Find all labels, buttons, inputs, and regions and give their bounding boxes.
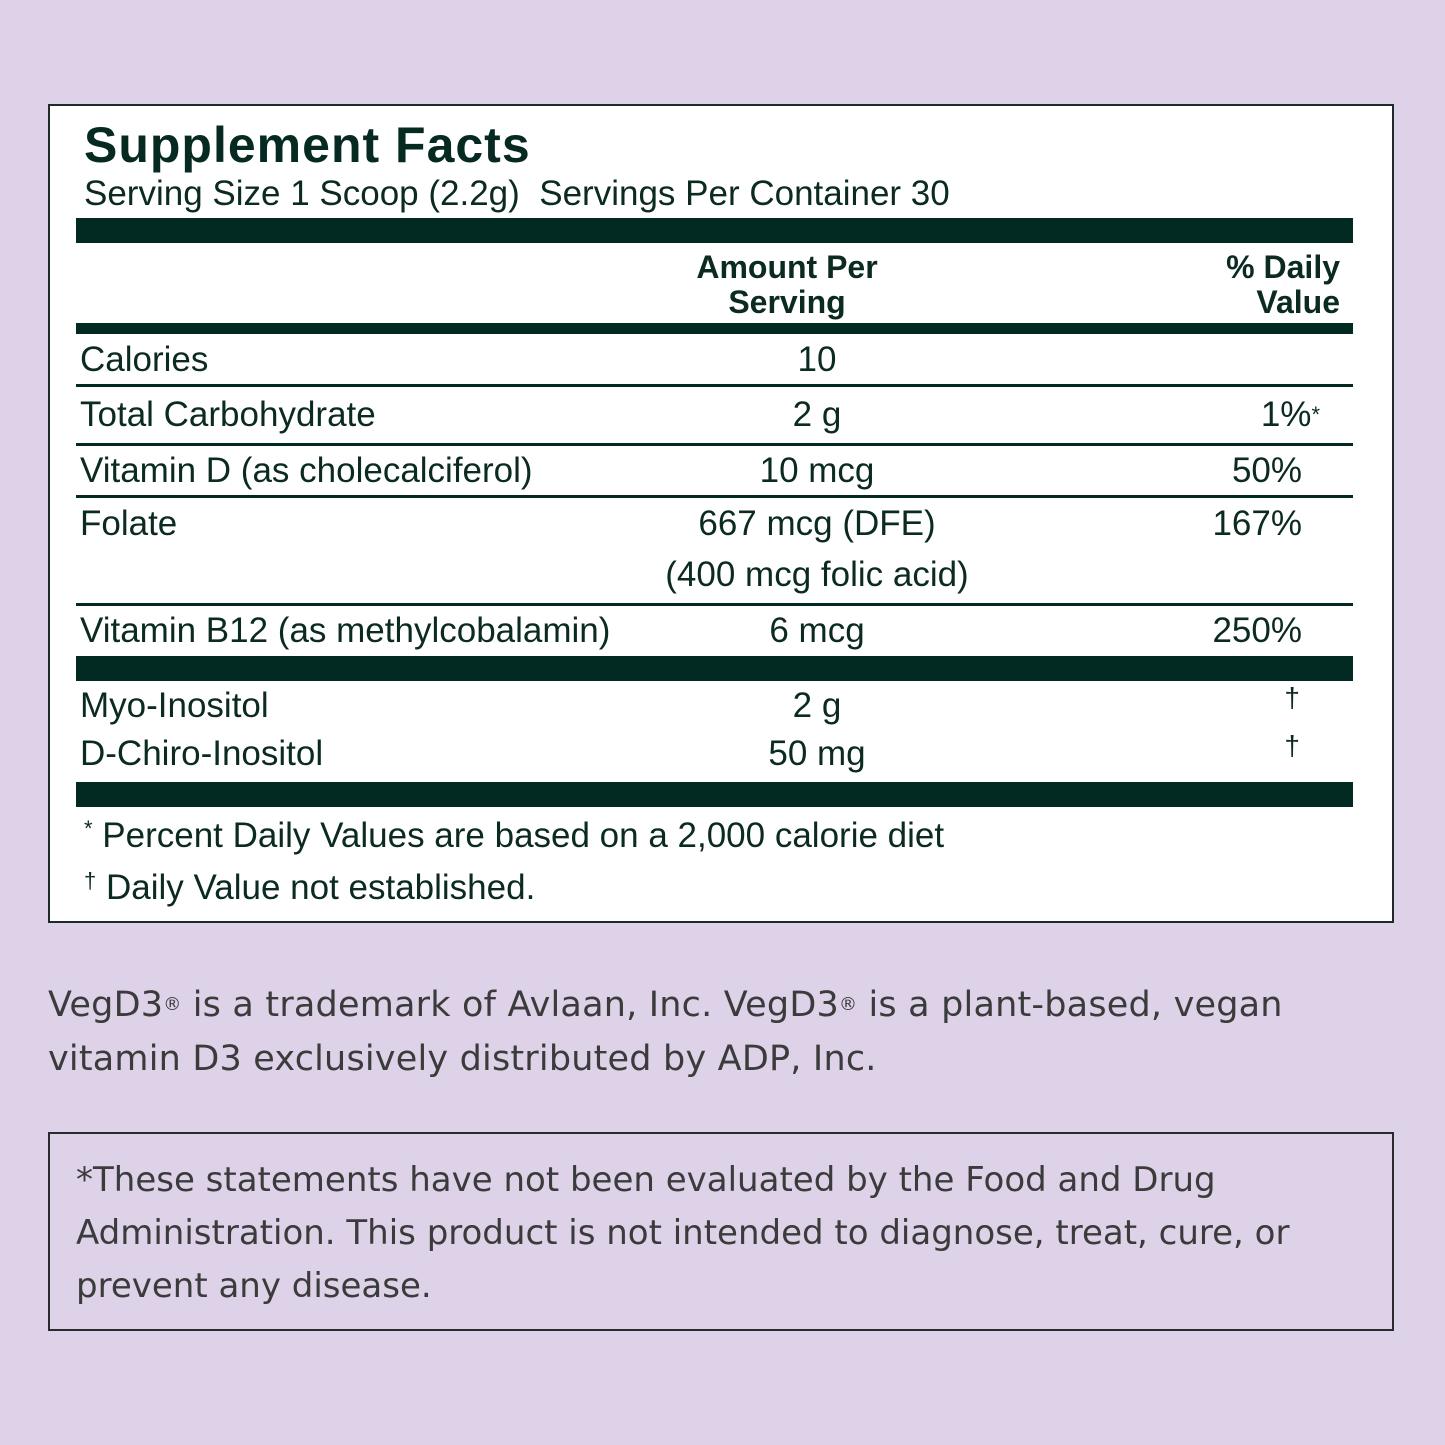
fda-disclaimer-box: *These statements have not been evaluate… (48, 1132, 1394, 1331)
nutrient-dv: 50% (1231, 451, 1302, 490)
dagger-mark: † (1284, 730, 1300, 761)
nutrient-name: Calories (80, 340, 209, 379)
serving-info: Serving Size 1 Scoop (2.2g) Servings Per… (84, 174, 950, 213)
fda-disclaimer-text: *These statements have not been evaluate… (76, 1160, 1290, 1306)
divider (76, 443, 1353, 446)
footnote: † Daily Value not established. (84, 868, 535, 908)
nutrient-row: Folate 667 mcg (DFE) (400 mcg folic acid… (80, 504, 1350, 604)
nutrient-name: Total Carbohydrate (80, 395, 376, 434)
footnote-text: Percent Daily Values are based on a 2,00… (92, 816, 945, 855)
nutrient-amount: 2 g (792, 686, 842, 725)
nutrient-amount: 2 g (792, 395, 842, 434)
asterisk-mark: * (84, 816, 93, 841)
dv-header: % Daily Value (1226, 250, 1340, 320)
nutrient-amount: 10 mcg (759, 451, 875, 490)
nutrient-name: Vitamin B12 (as methylcobalamin) (80, 611, 611, 650)
registered-mark: ® (838, 994, 858, 1015)
nutrient-amount: 667 mcg (DFE) (698, 504, 936, 543)
tm-text: is a plant-based, vegan vitamin D3 exclu… (48, 985, 1283, 1079)
divider (76, 495, 1353, 498)
nutrient-dv: 167% (1212, 504, 1302, 543)
nutrient-amount: 6 mcg (769, 611, 865, 650)
thick-divider (76, 656, 1353, 681)
nutrient-dv: 1% (1260, 395, 1312, 434)
amount-header: Amount Per Serving (637, 250, 937, 320)
nutrient-name: Folate (80, 504, 178, 543)
footnote-text: Daily Value not established. (96, 868, 536, 907)
divider (76, 603, 1353, 606)
registered-mark: ® (163, 994, 182, 1015)
dagger-mark: † (84, 868, 97, 893)
asterisk-mark: * (1311, 402, 1320, 427)
nutrient-name: Vitamin D (as cholecalciferol) (80, 451, 533, 490)
nutrient-name: Myo-Inositol (80, 686, 269, 725)
nutrient-amount: 50 mg (768, 734, 866, 773)
footnote: * Percent Daily Values are based on a 2,… (84, 816, 944, 856)
thick-divider (76, 782, 1353, 807)
dv-header-line: % Daily (1226, 249, 1340, 285)
amount-header-line: Serving (728, 284, 846, 320)
facts-title: Supplement Facts (84, 117, 531, 173)
dv-header-line: Value (1256, 284, 1340, 320)
trademark-notice: VegD3® is a trademark of Avlaan, Inc. Ve… (48, 978, 1348, 1086)
amount-header-line: Amount Per (696, 249, 878, 285)
nutrient-amount-detail: (400 mcg folic acid) (665, 555, 969, 594)
nutrient-amount: 10 (797, 340, 837, 379)
dagger-mark: † (1284, 682, 1300, 713)
nutrient-name: D-Chiro-Inositol (80, 734, 324, 773)
tm-text: is a trademark of Avlaan, Inc. VegD3 (181, 985, 839, 1025)
nutrient-dv: 250% (1212, 611, 1302, 650)
supplement-facts-panel: Supplement Facts Serving Size 1 Scoop (2… (48, 104, 1394, 923)
divider (76, 384, 1353, 387)
medium-divider (76, 323, 1353, 334)
thick-divider (76, 218, 1353, 243)
tm-text: VegD3 (48, 985, 164, 1025)
